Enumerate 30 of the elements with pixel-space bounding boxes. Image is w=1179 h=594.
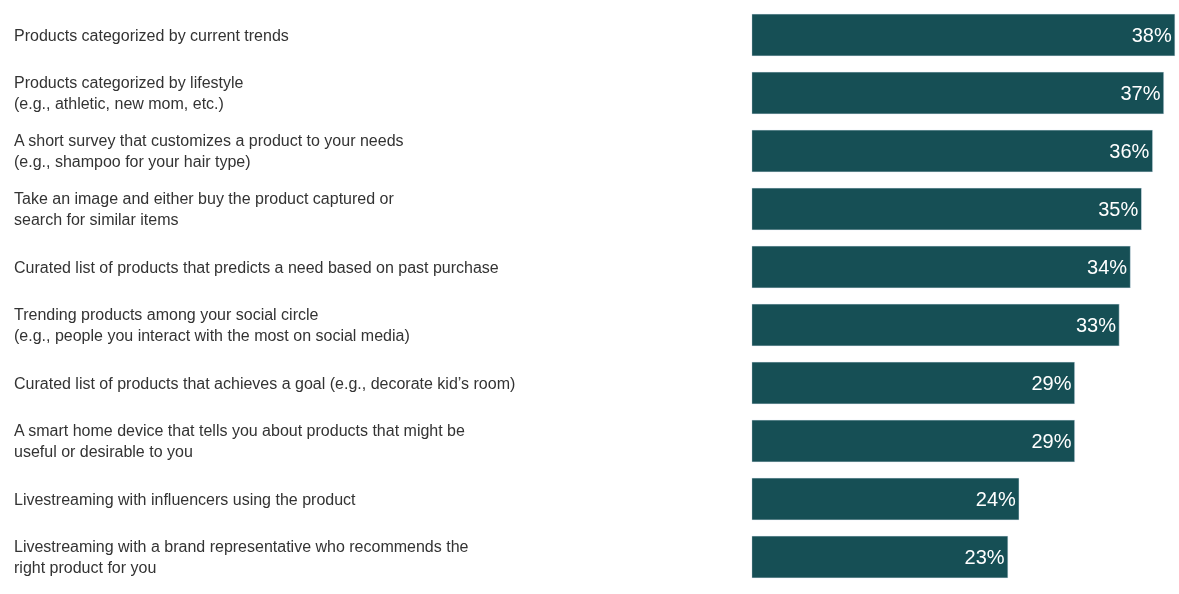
y-tick-label: A short survey that customizes a product to your needs (e.g., shampoo for your hair type) [14,132,404,170]
data-label: 23% [964,546,1005,568]
bar [751,477,1020,521]
data-label: 37% [1120,82,1161,104]
bar [751,245,1131,289]
y-tick-label: Products categorized by current trends [14,27,289,44]
bar [751,303,1120,347]
y-tick-label: Curated list of products that achieves a goal (e.g., decorate kid’s room) [14,375,516,392]
data-label: 34% [1087,256,1128,278]
data-label: 29% [1031,430,1072,452]
data-label: 33% [1075,314,1117,336]
data-label: 29% [1031,372,1072,394]
bar [751,361,1075,405]
y-tick-label: Curated list of products that predicts a need based on past purchase [14,259,499,276]
bar [751,129,1153,173]
bar [751,13,1176,57]
data-label: 35% [1098,198,1139,220]
data-label: 24% [975,488,1017,510]
data-label: 36% [1109,140,1150,162]
bar [751,535,1009,579]
bar [751,187,1142,231]
y-tick-label: Livestreaming with a brand representative who recommends the right product for you [14,538,469,576]
y-tick-label: Products categorized by lifestyle (e.g., athletic, new mom, etc.) [14,74,244,112]
y-tick-label: A smart home device that tells you about products that might be useful or desirable to you [14,422,466,460]
y-tick-label: Livestreaming with influencers using the product [14,491,357,508]
data-label: 38% [1131,24,1172,46]
bar [751,71,1164,115]
y-tick-label: Trending products among your social circle (e.g., people you interact with the most on social media) [14,306,410,344]
y-tick-label: Take an image and either buy the product captured or search for similar items [14,190,395,228]
bar [751,419,1075,463]
